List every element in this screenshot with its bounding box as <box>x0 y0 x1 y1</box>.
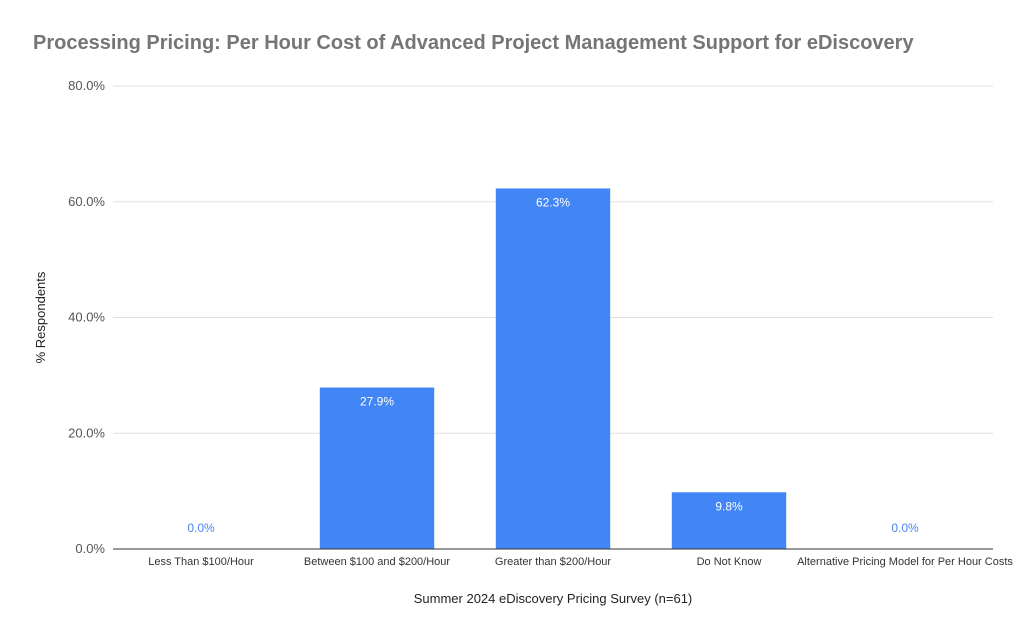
data-label: 62.3% <box>536 195 570 209</box>
bar[interactable] <box>495 188 611 549</box>
y-tick-label: 60.0% <box>68 194 105 209</box>
x-tick-label: Do Not Know <box>697 556 762 568</box>
y-tick-label: 40.0% <box>68 310 105 325</box>
bar[interactable] <box>671 492 787 549</box>
chart-title: Processing Pricing: Per Hour Cost of Adv… <box>33 32 914 54</box>
data-label: 27.9% <box>360 395 394 409</box>
x-tick-label: Greater than $200/Hour <box>495 556 612 568</box>
data-label: 9.8% <box>715 499 743 513</box>
data-label: 0.0% <box>187 521 215 535</box>
x-tick-label: Alternative Pricing Model for Per Hour C… <box>797 556 1013 568</box>
y-axis-title: % Respondents <box>33 271 48 363</box>
x-tick-label: Between $100 and $200/Hour <box>304 556 451 568</box>
y-tick-label: 0.0% <box>75 541 105 556</box>
y-tick-label: 80.0% <box>68 78 105 93</box>
x-tick-label: Less Than $100/Hour <box>148 556 254 568</box>
x-axis-title: Summer 2024 eDiscovery Pricing Survey (n… <box>414 591 693 606</box>
bar[interactable] <box>319 387 435 549</box>
y-tick-label: 20.0% <box>68 425 105 440</box>
data-label: 0.0% <box>891 521 919 535</box>
